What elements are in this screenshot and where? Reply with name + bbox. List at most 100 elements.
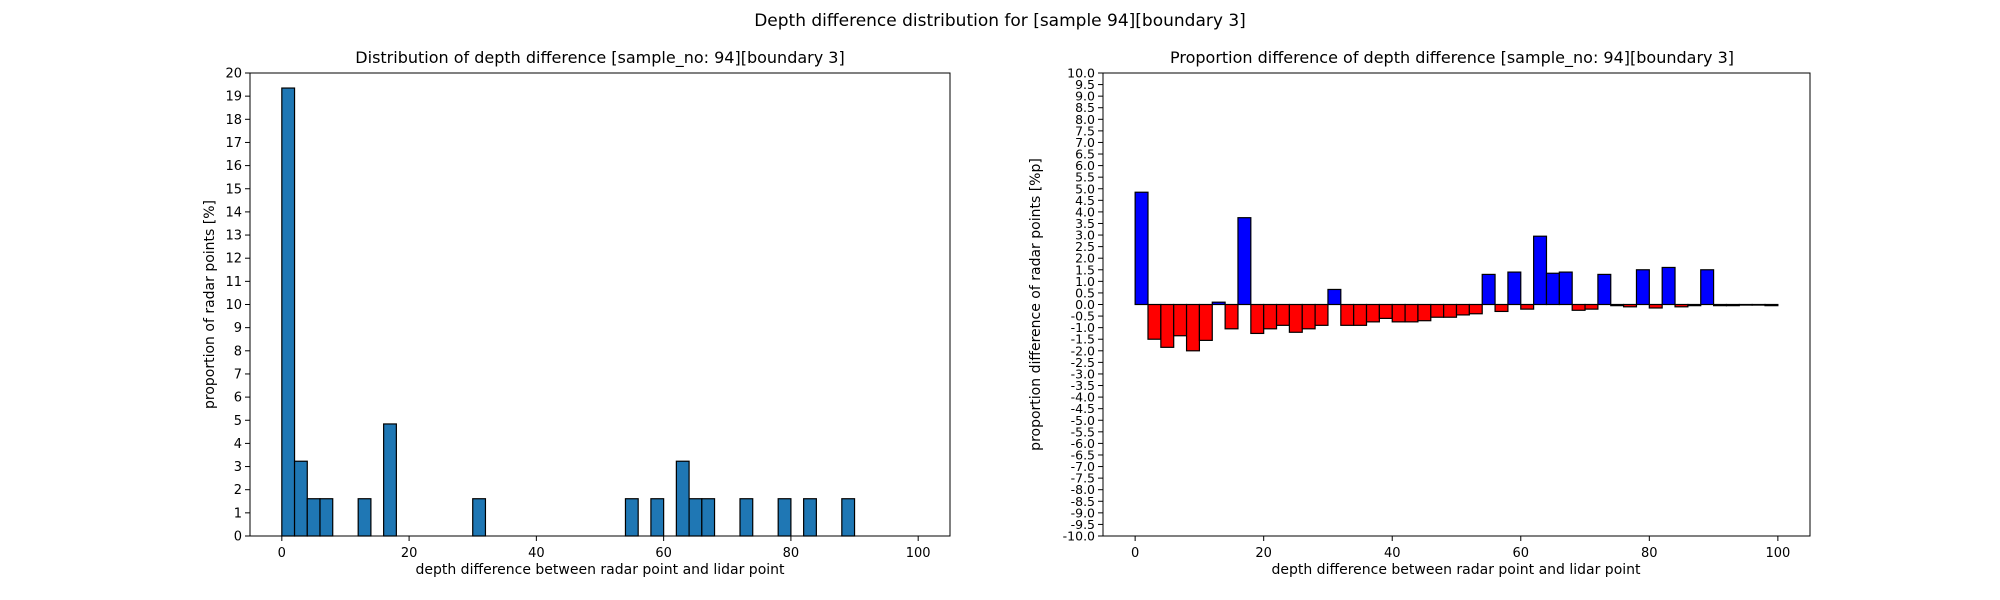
y-tick-label: 7.0: [1075, 135, 1095, 150]
y-tick-label: -2.5: [1071, 355, 1095, 370]
y-tick-label: -6.5: [1071, 447, 1095, 462]
y-tick-label: 0: [234, 530, 242, 545]
y-tick-label: 0.0: [1075, 297, 1095, 312]
bar: [472, 498, 487, 537]
y-tick-label: -4.5: [1071, 401, 1095, 416]
y-tick-label: 1.0: [1075, 274, 1095, 289]
bar: [701, 498, 716, 537]
x-tick-label: 60: [1512, 546, 1529, 561]
y-tick-label: 20: [225, 67, 242, 82]
y-tick-label: 3: [234, 460, 242, 475]
y-tick-label: 8.5: [1075, 100, 1095, 115]
bar: [1687, 303, 1702, 307]
bar: [803, 498, 817, 537]
y-tick-label: 10: [225, 298, 242, 313]
y-tick-label: -1.5: [1071, 332, 1095, 347]
x-axis-label: depth difference between radar point and…: [1271, 562, 1641, 578]
bar: [1250, 303, 1265, 335]
bar: [1173, 303, 1188, 337]
bar: [1520, 303, 1535, 310]
histogram-chart: Distribution of depth difference [sample…: [202, 48, 951, 578]
y-tick-label: 2: [234, 483, 242, 498]
bar: [1378, 303, 1393, 319]
bar: [1327, 288, 1342, 306]
y-axis-label: proportion difference of radar points [%…: [1028, 158, 1044, 451]
x-tick-label: 20: [1255, 546, 1272, 561]
bar: [1353, 303, 1368, 326]
bar: [1558, 271, 1573, 306]
y-tick-label: -3.5: [1071, 378, 1095, 393]
y-tick-label: 5: [234, 414, 242, 429]
bar: [1263, 303, 1278, 330]
bar: [1340, 303, 1355, 326]
y-tick-label: 5.0: [1075, 181, 1095, 196]
y-tick-label: 6: [234, 391, 242, 406]
bar: [1571, 303, 1586, 311]
y-tick-label: -9.5: [1071, 517, 1095, 532]
bar: [1700, 269, 1715, 306]
bar-series: [1134, 191, 1779, 352]
x-tick-label: 60: [655, 546, 672, 561]
y-tick-label: 5.5: [1075, 170, 1095, 185]
y-tick-label: 8: [234, 344, 242, 359]
y-tick-label: 7: [234, 367, 242, 382]
bar: [281, 87, 296, 537]
bar: [1610, 303, 1625, 307]
y-axis-label: proportion of radar points [%]: [202, 200, 218, 409]
bar: [1185, 303, 1201, 352]
bar: [1481, 273, 1496, 306]
y-tick-label: -5.5: [1071, 424, 1095, 439]
bar: [1455, 303, 1470, 316]
y-tick-label: -3.0: [1071, 366, 1095, 381]
bar: [1674, 303, 1689, 308]
bar: [357, 498, 372, 537]
bar: [1635, 269, 1650, 306]
y-tick-label: -9.0: [1071, 505, 1095, 520]
difference-chart: Proportion difference of depth differenc…: [1028, 48, 1811, 578]
y-tick-label: 3.0: [1075, 228, 1095, 243]
y-tick-label: 8.0: [1075, 112, 1095, 127]
bar: [777, 498, 792, 537]
bar: [1430, 303, 1445, 318]
bar: [1507, 271, 1522, 306]
chart-title: Distribution of depth difference [sample…: [355, 48, 844, 68]
bar: [1224, 303, 1239, 330]
bar: [1301, 303, 1316, 330]
x-tick-label: 80: [1641, 546, 1658, 561]
y-tick-label: 9: [234, 321, 242, 336]
bar: [1417, 303, 1432, 322]
y-tick-label: 6.0: [1075, 158, 1095, 173]
y-tick-label: 3.5: [1075, 216, 1095, 231]
y-tick-label: 12: [225, 252, 242, 267]
bar: [1738, 303, 1753, 306]
bar: [739, 498, 754, 537]
bar: [1237, 217, 1252, 306]
bar: [1661, 266, 1676, 306]
y-tick-label: 4.5: [1075, 193, 1095, 208]
bar: [1391, 303, 1406, 323]
y-tick-label: 17: [225, 136, 242, 151]
x-axis-ticks: 0 20 40 60 80 100: [278, 536, 931, 561]
figure-suptitle: Depth difference distribution for [sampl…: [754, 11, 1246, 31]
y-tick-label: 15: [225, 182, 242, 197]
bar: [841, 498, 856, 537]
bar: [319, 498, 334, 537]
bar: [1314, 303, 1329, 326]
bar: [1134, 191, 1149, 306]
y-tick-label: 1.5: [1075, 262, 1095, 277]
y-tick-label: 6.5: [1075, 147, 1095, 162]
x-tick-label: 40: [528, 546, 545, 561]
y-tick-label: -0.5: [1071, 309, 1095, 324]
y-tick-label: 13: [225, 229, 242, 244]
x-tick-label: 0: [1131, 546, 1139, 561]
y-axis-ticks: -10.0-9.5-9.0-8.5-8.0-7.5-7.0-6.5-6.0-5.…: [1063, 66, 1103, 544]
y-tick-label: 2.5: [1075, 239, 1095, 254]
bar: [675, 460, 690, 537]
bar: [1365, 303, 1380, 323]
bar: [1443, 303, 1458, 318]
bar: [1751, 303, 1766, 306]
y-tick-label: -8.5: [1071, 494, 1095, 509]
bar: [306, 498, 321, 537]
bar: [650, 498, 665, 537]
